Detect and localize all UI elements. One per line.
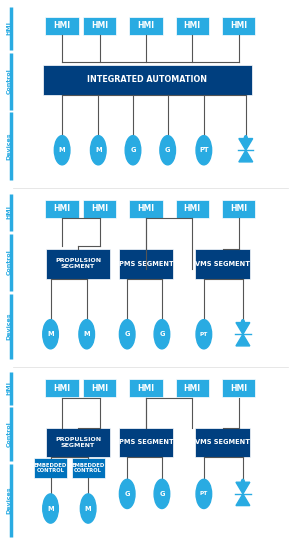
- Text: HMI: HMI: [6, 381, 11, 395]
- Polygon shape: [236, 334, 250, 346]
- Circle shape: [43, 494, 58, 523]
- FancyBboxPatch shape: [46, 200, 79, 218]
- FancyBboxPatch shape: [119, 249, 173, 279]
- Text: HMI: HMI: [91, 384, 108, 393]
- Text: HMI: HMI: [184, 384, 201, 393]
- Circle shape: [196, 479, 212, 509]
- Text: HMI: HMI: [91, 204, 108, 213]
- FancyBboxPatch shape: [43, 65, 252, 95]
- Circle shape: [54, 135, 70, 165]
- Text: Control: Control: [6, 422, 11, 447]
- Text: HMI: HMI: [91, 21, 108, 30]
- Text: M: M: [84, 331, 90, 337]
- Text: Control: Control: [6, 250, 11, 275]
- Text: HMI: HMI: [53, 384, 71, 393]
- Circle shape: [241, 320, 244, 325]
- Polygon shape: [236, 482, 250, 494]
- FancyBboxPatch shape: [129, 200, 163, 218]
- Polygon shape: [236, 323, 250, 334]
- FancyBboxPatch shape: [83, 17, 116, 35]
- Circle shape: [79, 320, 95, 349]
- Text: INTEGRATED AUTOMATION: INTEGRATED AUTOMATION: [87, 76, 207, 84]
- Text: M: M: [95, 147, 102, 153]
- FancyBboxPatch shape: [46, 249, 110, 279]
- Text: G: G: [159, 331, 165, 337]
- Text: HMI: HMI: [230, 204, 247, 213]
- Text: PMS SEGMENT: PMS SEGMENT: [119, 440, 173, 446]
- Text: HMI: HMI: [230, 21, 247, 30]
- Text: VMS SEGMENT: VMS SEGMENT: [195, 440, 250, 446]
- FancyBboxPatch shape: [129, 17, 163, 35]
- Text: Devices: Devices: [6, 132, 11, 160]
- Text: PT: PT: [199, 147, 209, 153]
- Circle shape: [244, 135, 247, 141]
- Text: G: G: [165, 147, 171, 153]
- Text: PT: PT: [200, 491, 208, 497]
- Text: G: G: [124, 331, 130, 337]
- Text: HMI: HMI: [184, 21, 201, 30]
- Text: M: M: [47, 331, 54, 337]
- FancyBboxPatch shape: [195, 249, 250, 279]
- Circle shape: [154, 479, 170, 509]
- FancyBboxPatch shape: [46, 17, 79, 35]
- Text: HMI: HMI: [230, 384, 247, 393]
- Text: HMI: HMI: [53, 21, 71, 30]
- FancyBboxPatch shape: [34, 458, 67, 478]
- Text: Control: Control: [6, 69, 11, 94]
- Text: M: M: [47, 505, 54, 511]
- Circle shape: [196, 320, 212, 349]
- FancyBboxPatch shape: [72, 458, 105, 478]
- FancyBboxPatch shape: [222, 200, 255, 218]
- Text: G: G: [159, 491, 165, 497]
- Text: EMBEDDED
CONTROL: EMBEDDED CONTROL: [72, 462, 105, 473]
- FancyBboxPatch shape: [119, 428, 173, 458]
- Text: HMI: HMI: [138, 21, 154, 30]
- Text: PT: PT: [200, 332, 208, 337]
- Text: VMS SEGMENT: VMS SEGMENT: [195, 261, 250, 267]
- Text: M: M: [85, 505, 91, 511]
- Text: Devices: Devices: [6, 487, 11, 515]
- Text: PROPULSION
SEGMENT: PROPULSION SEGMENT: [55, 258, 101, 269]
- FancyBboxPatch shape: [176, 17, 209, 35]
- Polygon shape: [239, 150, 253, 162]
- Circle shape: [241, 479, 244, 485]
- Text: HMI: HMI: [138, 204, 154, 213]
- FancyBboxPatch shape: [222, 17, 255, 35]
- Text: EMBEDDED
CONTROL: EMBEDDED CONTROL: [34, 462, 67, 473]
- FancyBboxPatch shape: [195, 428, 250, 458]
- FancyBboxPatch shape: [176, 200, 209, 218]
- Text: HMI: HMI: [184, 204, 201, 213]
- FancyBboxPatch shape: [129, 379, 163, 397]
- Text: HMI: HMI: [6, 21, 11, 35]
- Text: HMI: HMI: [138, 384, 154, 393]
- Text: M: M: [59, 147, 65, 153]
- Circle shape: [91, 135, 106, 165]
- Circle shape: [119, 479, 135, 509]
- Circle shape: [80, 494, 96, 523]
- Text: PMS SEGMENT: PMS SEGMENT: [119, 261, 173, 267]
- Text: HMI: HMI: [6, 206, 11, 219]
- Text: Devices: Devices: [6, 312, 11, 340]
- FancyBboxPatch shape: [46, 428, 110, 458]
- Text: HMI: HMI: [53, 204, 71, 213]
- Text: PROPULSION
SEGMENT: PROPULSION SEGMENT: [55, 437, 101, 448]
- Text: G: G: [130, 147, 136, 153]
- Circle shape: [196, 135, 212, 165]
- Circle shape: [119, 320, 135, 349]
- FancyBboxPatch shape: [46, 379, 79, 397]
- Polygon shape: [239, 139, 253, 150]
- FancyBboxPatch shape: [83, 200, 116, 218]
- Text: G: G: [124, 491, 130, 497]
- Circle shape: [43, 320, 58, 349]
- FancyBboxPatch shape: [176, 379, 209, 397]
- FancyBboxPatch shape: [83, 379, 116, 397]
- FancyBboxPatch shape: [222, 379, 255, 397]
- Circle shape: [160, 135, 175, 165]
- Circle shape: [154, 320, 170, 349]
- Polygon shape: [236, 494, 250, 505]
- Circle shape: [125, 135, 141, 165]
